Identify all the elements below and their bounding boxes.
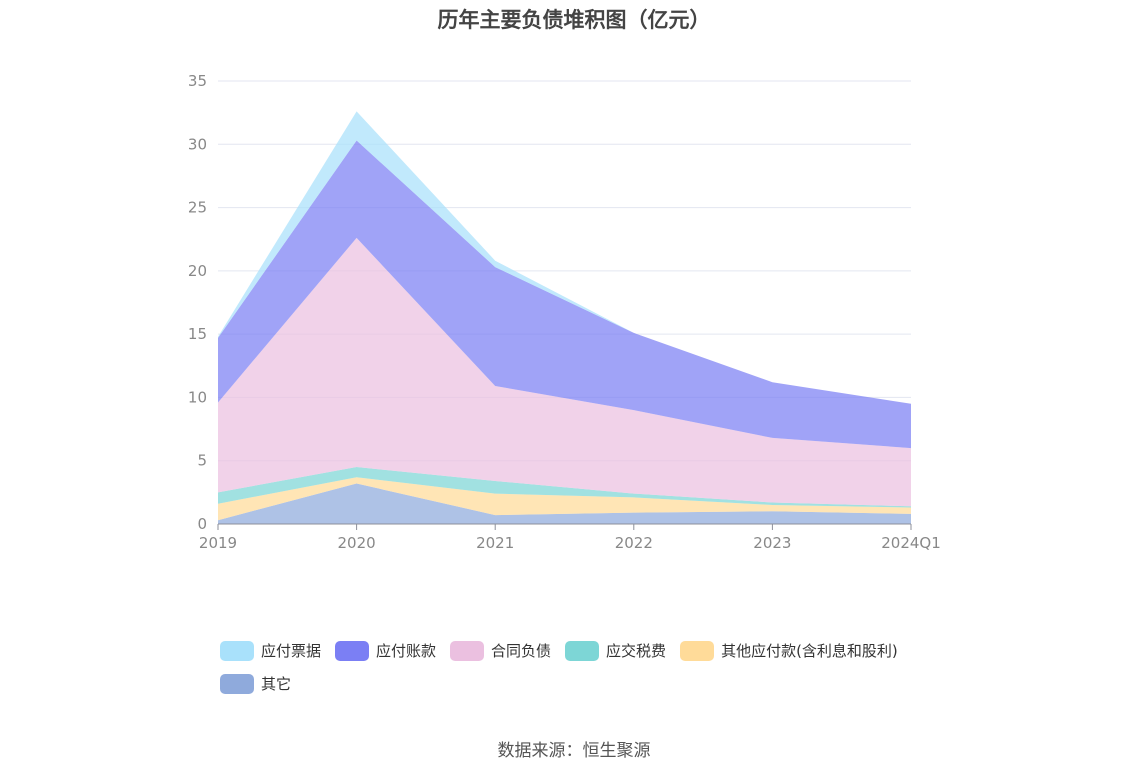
area-应付账款	[218, 140, 911, 449]
legend-label: 应交税费	[606, 642, 667, 660]
legend-item[interactable]: 其他应付款(含利息和股利)	[680, 638, 898, 663]
legend-label: 应付账款	[376, 642, 437, 660]
legend-label: 其他应付款(含利息和股利)	[721, 642, 898, 660]
legend-label: 应付票据	[261, 642, 322, 660]
area-合同负债	[218, 237, 911, 507]
legend-item[interactable]: 其它	[220, 671, 291, 696]
area-其他应付款(含利息和股利)	[218, 477, 911, 521]
x-tick-label: 2021	[476, 534, 514, 552]
legend-swatch	[680, 640, 715, 661]
stacked-area-chart: 0 5 10 15 20 25 30 35 2019 2020 2021 2022 2023 2024Q1	[188, 72, 941, 552]
x-tick-label: 2022	[615, 534, 653, 552]
legend-swatch	[220, 673, 254, 694]
legend-swatch	[220, 640, 254, 661]
chart-title: 历年主要负债堆积图（亿元）	[437, 8, 711, 32]
y-tick-label: 25	[188, 199, 207, 217]
x-tick-label: 2023	[753, 534, 791, 552]
y-tick-label: 15	[188, 325, 207, 343]
legend-item[interactable]: 应付账款	[335, 638, 436, 663]
y-tick-label: 30	[188, 135, 207, 153]
area-应交税费	[218, 467, 911, 508]
x-tick-label: 2020	[338, 534, 376, 552]
legend-item[interactable]: 应交税费	[565, 638, 666, 663]
axes: 0 5 10 15 20 25 30 35 2019 2020 2021 2022 2023 2024Q1	[188, 72, 941, 552]
y-tick-label: 20	[188, 262, 207, 280]
area-其它	[218, 483, 911, 524]
legend-item[interactable]: 合同负债	[450, 638, 551, 663]
legend: 应付票据 应付账款 合同负债 应交税费 其他应付款(含利息和股利) 其它	[220, 638, 960, 696]
y-tick-label: 10	[188, 388, 207, 406]
legend-label: 其它	[261, 675, 292, 693]
data-source: 数据来源：恒生聚源	[497, 741, 651, 761]
y-tick-label: 5	[197, 452, 207, 470]
legend-swatch	[565, 640, 600, 661]
legend-swatch	[450, 640, 485, 661]
y-tick-label: 35	[188, 72, 207, 90]
x-tick-label: 2024Q1	[881, 534, 941, 552]
legend-swatch	[335, 640, 370, 661]
area-series	[218, 111, 911, 524]
y-tick-label: 0	[197, 515, 207, 533]
x-tick-label: 2019	[199, 534, 237, 552]
legend-label: 合同负债	[491, 642, 552, 660]
legend-item[interactable]: 应付票据	[220, 638, 321, 663]
